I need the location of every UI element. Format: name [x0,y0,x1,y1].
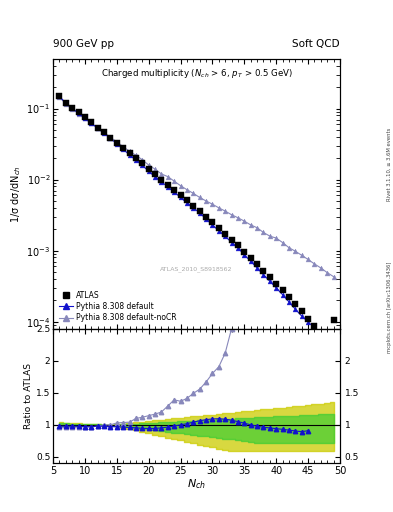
Text: Soft QCD: Soft QCD [292,38,340,49]
Y-axis label: 1/σ dσ/dN$_{ch}$: 1/σ dσ/dN$_{ch}$ [9,165,23,223]
Text: Charged multiplicity ($N_{ch}$ > 6, $p_T$ > 0.5 GeV): Charged multiplicity ($N_{ch}$ > 6, $p_T… [101,67,292,80]
Legend: ATLAS, Pythia 8.308 default, Pythia 8.308 default-noCR: ATLAS, Pythia 8.308 default, Pythia 8.30… [57,289,179,325]
Text: 900 GeV pp: 900 GeV pp [53,38,114,49]
X-axis label: $N_{ch}$: $N_{ch}$ [187,478,206,492]
Text: mcplots.cern.ch [arXiv:1306.3436]: mcplots.cern.ch [arXiv:1306.3436] [387,262,392,353]
Y-axis label: Ratio to ATLAS: Ratio to ATLAS [24,363,33,429]
Text: Rivet 3.1.10, ≥ 3.6M events: Rivet 3.1.10, ≥ 3.6M events [387,127,392,201]
Text: ATLAS_2010_S8918562: ATLAS_2010_S8918562 [160,266,233,272]
